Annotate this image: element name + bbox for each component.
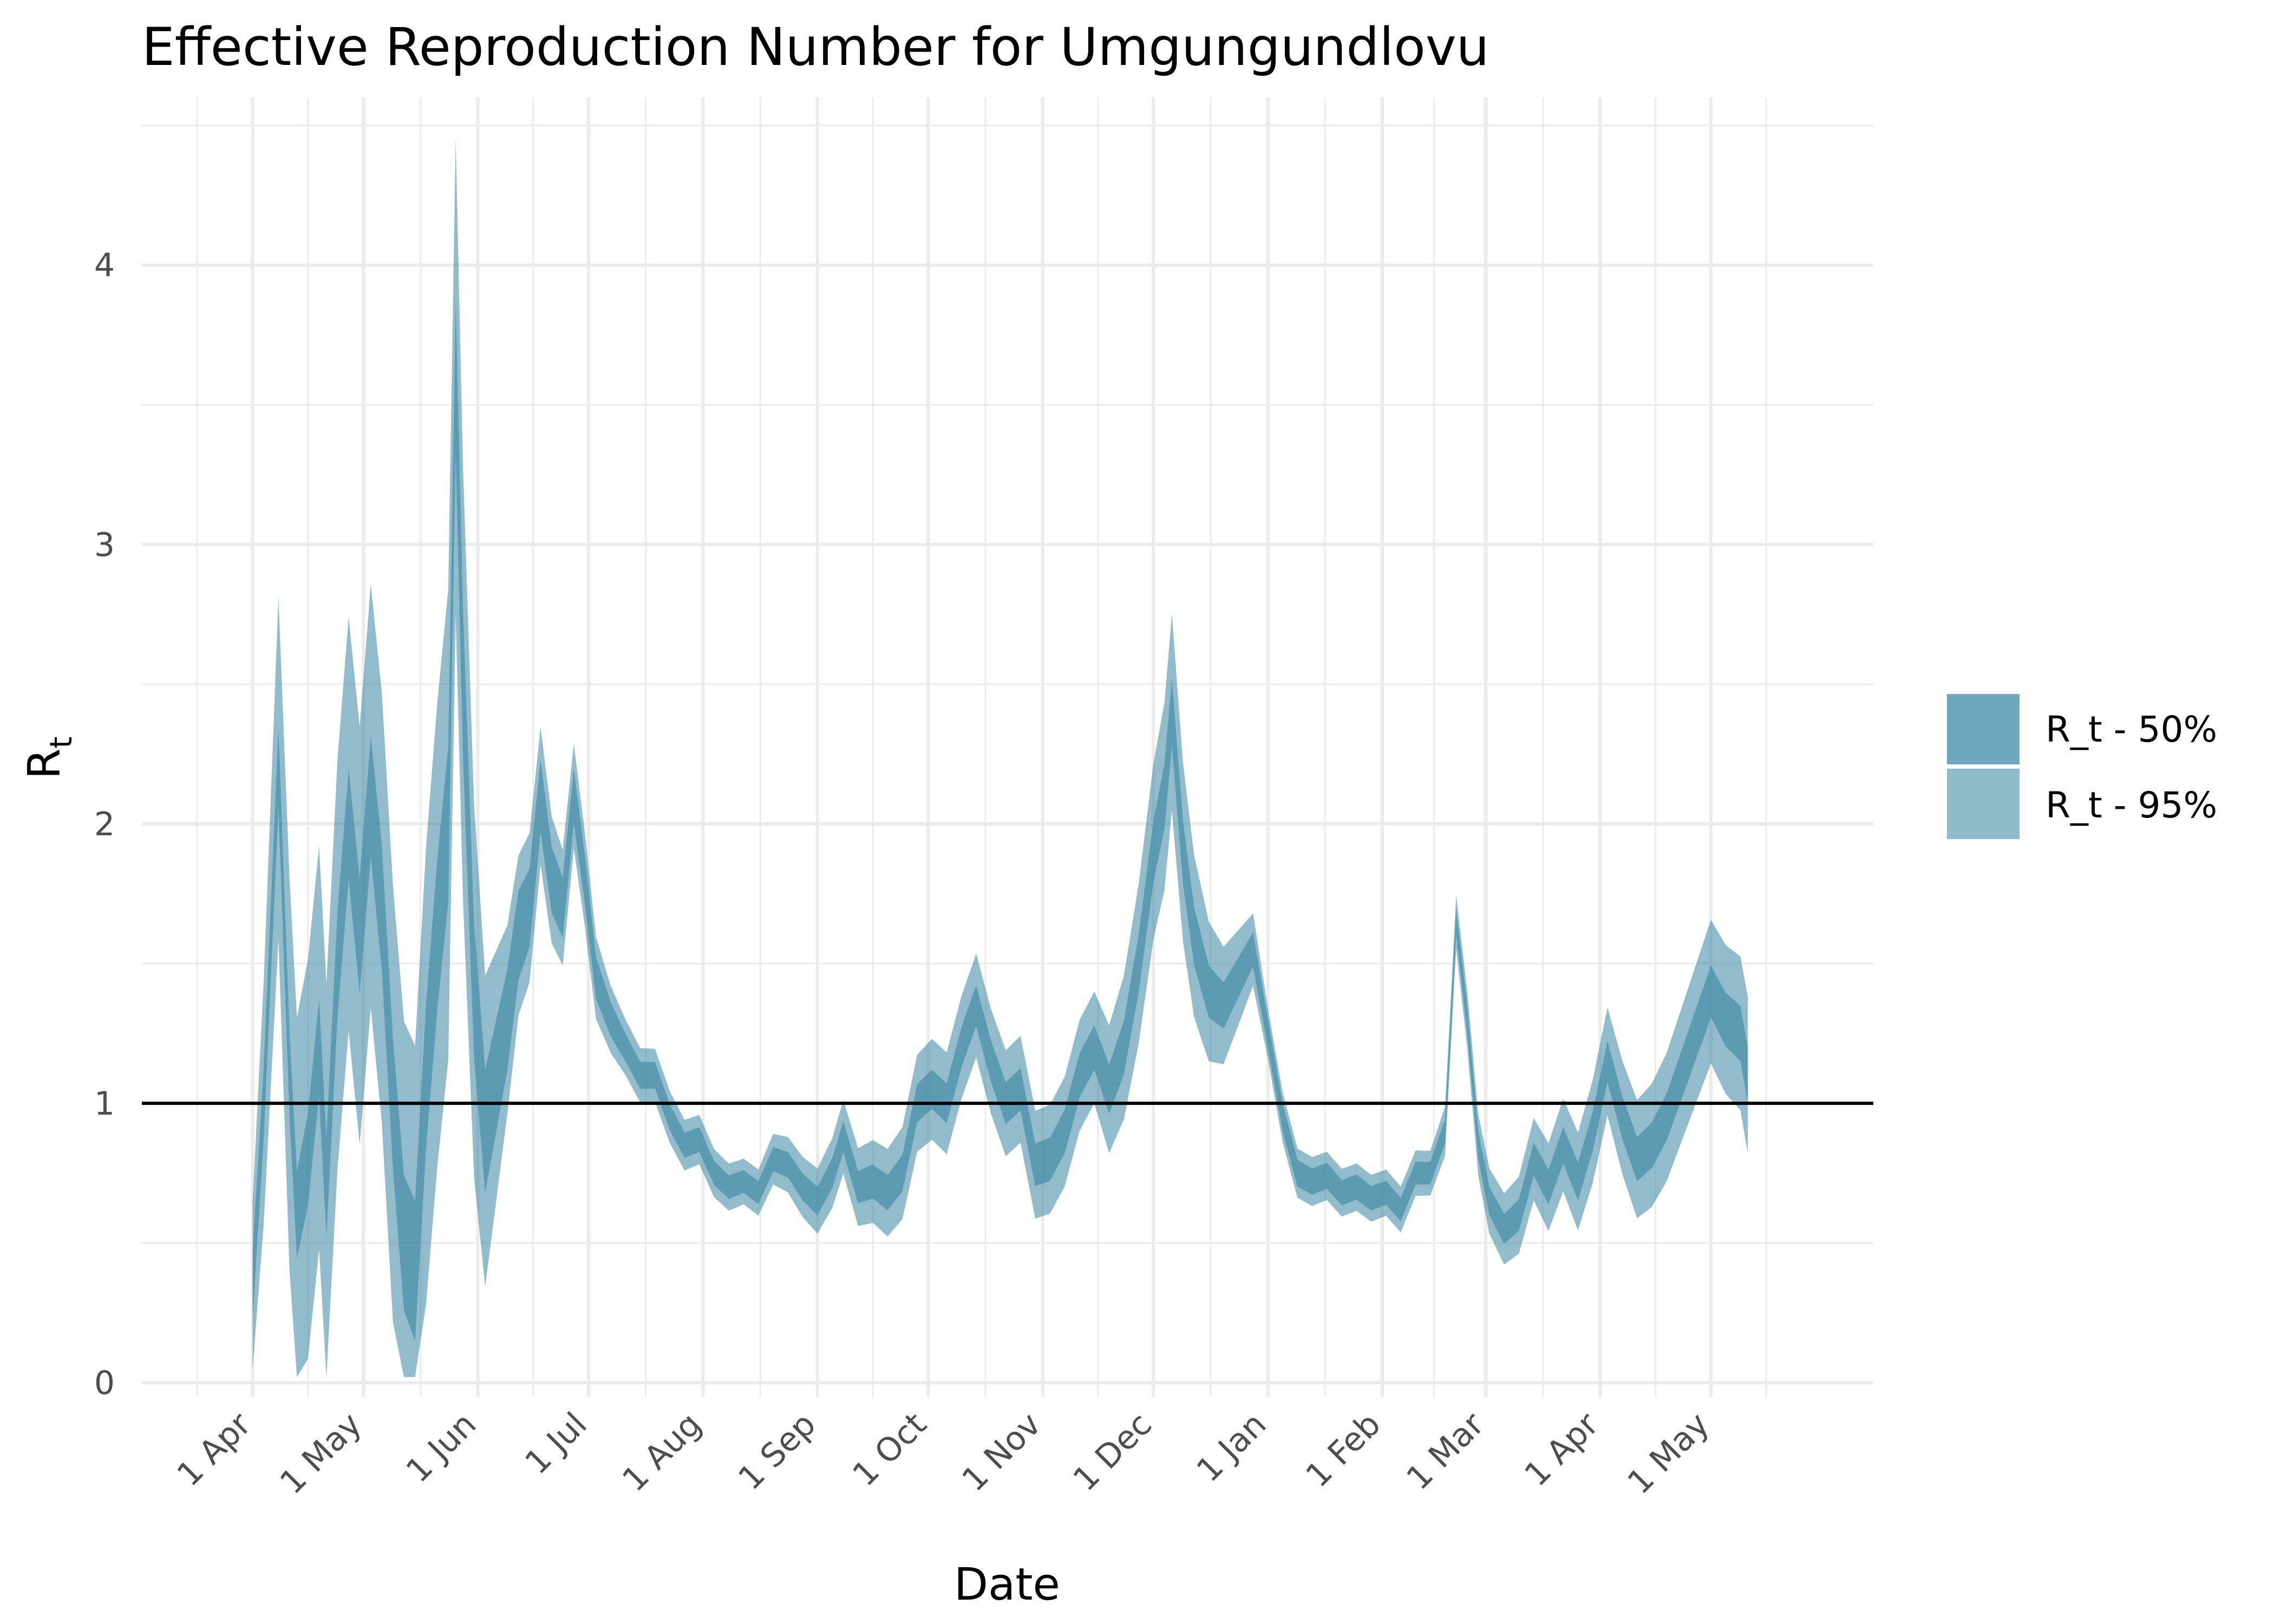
y-tick-label: 3 <box>94 526 115 564</box>
y-ticks: 0 1 2 3 4 <box>94 247 115 1403</box>
x-tick-label: 1 Mar <box>1400 1405 1492 1497</box>
y-tick-label: 2 <box>94 806 115 843</box>
x-tick-label: 1 Jun <box>399 1405 483 1490</box>
x-tick-label: 1 May <box>273 1405 369 1502</box>
x-tick-label: 1 Sep <box>731 1405 823 1497</box>
y-tick-label: 0 <box>94 1364 115 1402</box>
x-axis-title: Date <box>954 1559 1060 1610</box>
x-tick-label: 1 May <box>1620 1405 1717 1502</box>
legend-key-95 <box>1947 769 2020 839</box>
y-tick-label: 1 <box>94 1085 115 1123</box>
legend-label-95: R_t - 95% <box>2046 784 2217 826</box>
x-tick-label: 1 Aug <box>615 1405 709 1499</box>
y-tick-label: 4 <box>94 247 115 285</box>
x-ticks: 1 Apr 1 May 1 Jun 1 Jul 1 Aug 1 Sep 1 Oct 1 Nov… <box>170 1405 1717 1502</box>
band-50 <box>252 300 1748 1341</box>
x-tick-label: 1 Apr <box>170 1405 259 1494</box>
x-tick-label: 1 Feb <box>1299 1405 1388 1495</box>
y-axis-title: Rt <box>19 737 79 780</box>
legend-label-50: R_t - 50% <box>2046 709 2217 750</box>
bands <box>252 139 1748 1377</box>
x-tick-label: 1 Jan <box>1190 1405 1273 1489</box>
x-tick-label: 1 Jul <box>518 1405 594 1482</box>
x-tick-label: 1 Apr <box>1518 1405 1606 1494</box>
legend: R_t - 50% R_t - 95% <box>1947 694 2217 839</box>
x-tick-label: 1 Dec <box>1066 1405 1159 1498</box>
legend-key-50 <box>1947 694 2020 764</box>
y-axis-title-sub: t <box>44 737 79 749</box>
band-95 <box>252 139 1748 1377</box>
chart-title: Effective Reproduction Number for Umgung… <box>142 17 1489 77</box>
y-axis-title-main: R <box>19 748 70 779</box>
x-tick-label: 1 Oct <box>846 1405 934 1494</box>
x-tick-label: 1 Nov <box>955 1405 1049 1499</box>
